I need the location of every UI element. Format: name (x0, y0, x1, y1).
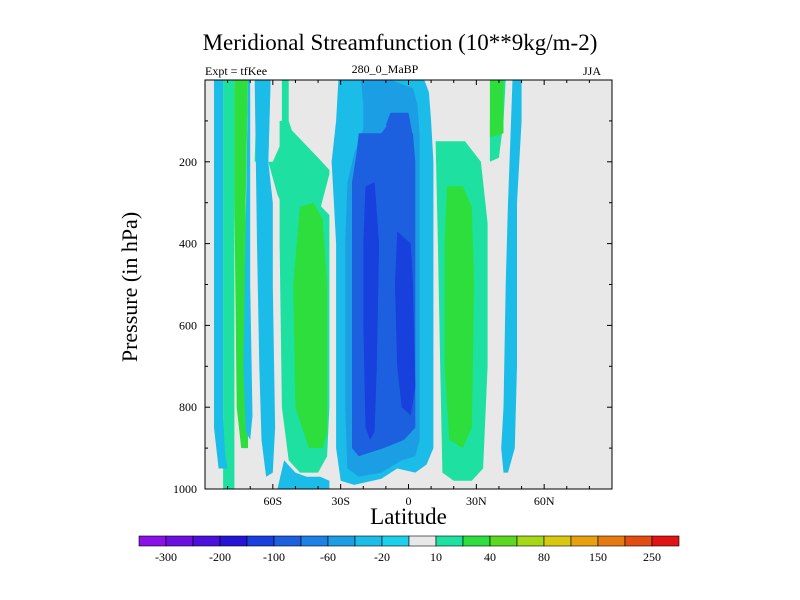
x-tick-label: 60N (534, 494, 555, 508)
y-tick-label: 1000 (173, 482, 197, 496)
colorbar-swatch (516, 535, 545, 547)
colorbar-swatch (138, 535, 167, 547)
colorbar-swatch (597, 535, 626, 547)
colorbar-label: -100 (263, 550, 285, 564)
colorbar-swatch (354, 535, 383, 547)
colorbar-swatch (327, 535, 356, 547)
colorbar-swatch (624, 535, 653, 547)
colorbar-label: 40 (484, 550, 496, 564)
colorbar-swatch (246, 535, 275, 547)
x-axis-label: Latitude (370, 504, 447, 529)
colorbar-label: 150 (589, 550, 607, 564)
contour-region-7 (293, 202, 328, 449)
contour-region-18 (444, 186, 475, 449)
colorbar-swatch (408, 535, 437, 547)
chart-subtitle: 280_0_MaBP (351, 62, 419, 76)
colorbar-swatch (165, 535, 194, 547)
contour-region-20 (489, 80, 504, 138)
colorbar-label: -60 (320, 550, 336, 564)
colorbar-swatch (273, 535, 302, 547)
colorbar-label: 10 (430, 550, 442, 564)
contour-region-0 (223, 80, 235, 489)
contour-region-3 (243, 80, 253, 440)
contour-region-15 (363, 182, 380, 440)
colorbar-swatch (381, 535, 410, 547)
colorbar: -300 -200 -100 -60 -20 10 40 80 150 250 (138, 535, 680, 564)
colorbar-label: 80 (538, 550, 550, 564)
x-tick-label: 30S (331, 494, 350, 508)
season-label: JJA (583, 64, 602, 78)
y-tick-label: 200 (179, 155, 197, 169)
contour-region-21 (501, 80, 522, 473)
colorbar-swatch (300, 535, 329, 547)
colorbar-swatch (462, 535, 491, 547)
contour-region-5 (254, 80, 276, 477)
chart-title: Meridional Streamfunction (10**9kg/m-2) (202, 30, 598, 55)
colorbar-swatch (435, 535, 464, 547)
experiment-label: Expt = tfKee (205, 64, 268, 78)
colorbar-label: -300 (155, 550, 177, 564)
x-tick-label: 60S (263, 494, 282, 508)
colorbar-swatch (489, 535, 518, 547)
colorbar-swatch (651, 535, 680, 547)
colorbar-label: 250 (643, 550, 661, 564)
contour-region-10 (349, 80, 366, 121)
colorbar-label: -20 (374, 550, 390, 564)
plot-area (205, 80, 612, 489)
contour-region-8 (277, 460, 330, 489)
colorbar-swatch (543, 535, 572, 547)
contour-region-13 (385, 112, 413, 138)
contour-region-16 (394, 231, 416, 416)
colorbar-swatch (570, 535, 599, 547)
colorbar-swatch (192, 535, 221, 547)
y-tick-label: 400 (179, 237, 197, 251)
colorbar-swatch (219, 535, 248, 547)
contour-region-1 (214, 80, 228, 469)
x-tick-label: 0 (406, 494, 412, 508)
x-tick-label: 30N (466, 494, 487, 508)
axes: 60S 30S 0 30N 60N 200 400 600 800 1000 (173, 79, 613, 508)
colorbar-label: -200 (209, 550, 231, 564)
y-tick-label: 600 (179, 318, 197, 332)
y-tick-label: 800 (179, 400, 197, 414)
